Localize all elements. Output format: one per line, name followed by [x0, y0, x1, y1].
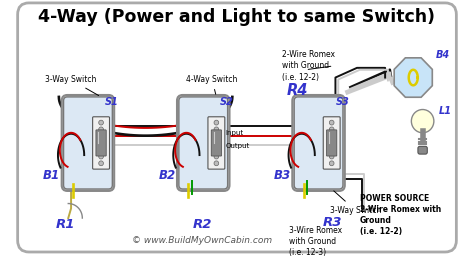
- FancyBboxPatch shape: [62, 95, 114, 191]
- Text: 4-Way (Power and Light to same Switch): 4-Way (Power and Light to same Switch): [38, 8, 436, 27]
- Text: 3-Way Switch: 3-Way Switch: [45, 75, 99, 95]
- FancyBboxPatch shape: [294, 97, 343, 189]
- Circle shape: [99, 161, 103, 166]
- Text: B1: B1: [43, 169, 60, 182]
- Text: 2-Wire Romex
with Ground
(i.e. 12-2): 2-Wire Romex with Ground (i.e. 12-2): [282, 50, 335, 82]
- Text: R4: R4: [287, 83, 308, 98]
- Text: L1: L1: [438, 106, 452, 116]
- Circle shape: [214, 161, 219, 166]
- FancyBboxPatch shape: [211, 130, 221, 156]
- Circle shape: [329, 154, 334, 159]
- FancyBboxPatch shape: [18, 3, 456, 252]
- Text: S1: S1: [105, 97, 118, 107]
- Circle shape: [329, 120, 334, 125]
- Text: POWER SOURCE
2-Wire Romex with
Ground
(i.e. 12-2): POWER SOURCE 2-Wire Romex with Ground (i…: [360, 194, 441, 236]
- Circle shape: [411, 109, 434, 133]
- FancyBboxPatch shape: [292, 95, 345, 191]
- Text: Input: Input: [226, 130, 244, 136]
- FancyBboxPatch shape: [323, 117, 340, 169]
- FancyBboxPatch shape: [208, 117, 225, 169]
- FancyBboxPatch shape: [179, 97, 228, 189]
- Text: © www.BuildMyOwnCabin.com: © www.BuildMyOwnCabin.com: [132, 236, 273, 245]
- Text: 3-Wire Romex
with Ground
(i.e. 12-3): 3-Wire Romex with Ground (i.e. 12-3): [290, 226, 343, 257]
- Circle shape: [329, 127, 334, 132]
- Text: 3-Way Switch: 3-Way Switch: [330, 191, 381, 215]
- FancyBboxPatch shape: [64, 97, 112, 189]
- FancyBboxPatch shape: [96, 130, 106, 156]
- FancyBboxPatch shape: [327, 130, 337, 156]
- Circle shape: [99, 127, 103, 132]
- Circle shape: [99, 120, 103, 125]
- Circle shape: [214, 127, 219, 132]
- Circle shape: [329, 161, 334, 166]
- Text: Output: Output: [226, 143, 250, 149]
- FancyBboxPatch shape: [92, 117, 109, 169]
- Circle shape: [214, 120, 219, 125]
- Circle shape: [99, 154, 103, 159]
- Text: R3: R3: [322, 216, 342, 229]
- Polygon shape: [394, 58, 432, 97]
- FancyBboxPatch shape: [177, 95, 229, 191]
- Text: B3: B3: [273, 169, 291, 182]
- Text: 4-Way Switch: 4-Way Switch: [186, 75, 238, 94]
- Text: S2: S2: [220, 97, 234, 107]
- Text: R1: R1: [56, 218, 75, 231]
- Text: R2: R2: [193, 218, 212, 231]
- Circle shape: [214, 154, 219, 159]
- Text: S3: S3: [336, 97, 349, 107]
- Text: B2: B2: [158, 169, 175, 182]
- FancyBboxPatch shape: [418, 146, 427, 154]
- Text: B4: B4: [436, 50, 450, 60]
